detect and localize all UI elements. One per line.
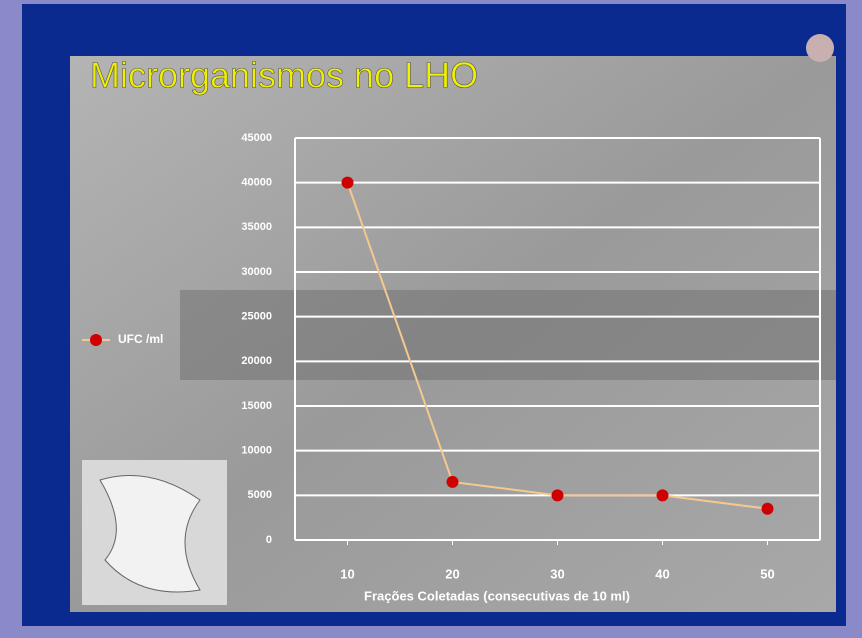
x-tick-label: 50 — [760, 566, 774, 581]
data-point — [762, 503, 774, 515]
y-tick-label: 30000 — [241, 266, 272, 278]
y-tick-label: 40000 — [241, 177, 272, 189]
y-tick-label: 15000 — [241, 400, 272, 412]
y-tick-label: 5000 — [248, 489, 272, 501]
x-tick-label: 10 — [340, 566, 354, 581]
x-tick-label: 20 — [445, 566, 459, 581]
legend-label: UFC /ml — [118, 332, 163, 346]
x-axis-label: Frações Coletadas (consecutivas de 10 ml… — [364, 588, 630, 603]
x-tick-label: 40 — [655, 566, 669, 581]
data-point — [657, 489, 669, 501]
y-tick-label: 35000 — [241, 221, 272, 233]
data-point — [447, 476, 459, 488]
y-tick-label: 0 — [266, 534, 272, 546]
data-point — [342, 177, 354, 189]
chart-title: Microrganismos no LHO — [90, 55, 478, 96]
page: {"chart_data": {"type": "line", "title":… — [0, 0, 862, 633]
photo-shade — [180, 290, 836, 380]
y-tick-label: 10000 — [241, 445, 272, 457]
x-tick-label: 30 — [550, 566, 564, 581]
data-point — [552, 489, 564, 501]
logo — [806, 34, 834, 62]
y-tick-label: 20000 — [241, 355, 272, 367]
y-tick-label: 25000 — [241, 311, 272, 323]
y-tick-label: 45000 — [241, 132, 272, 144]
legend-marker — [90, 334, 102, 346]
slide: Microrganismos no LHO Frações Coletadas … — [0, 0, 862, 633]
